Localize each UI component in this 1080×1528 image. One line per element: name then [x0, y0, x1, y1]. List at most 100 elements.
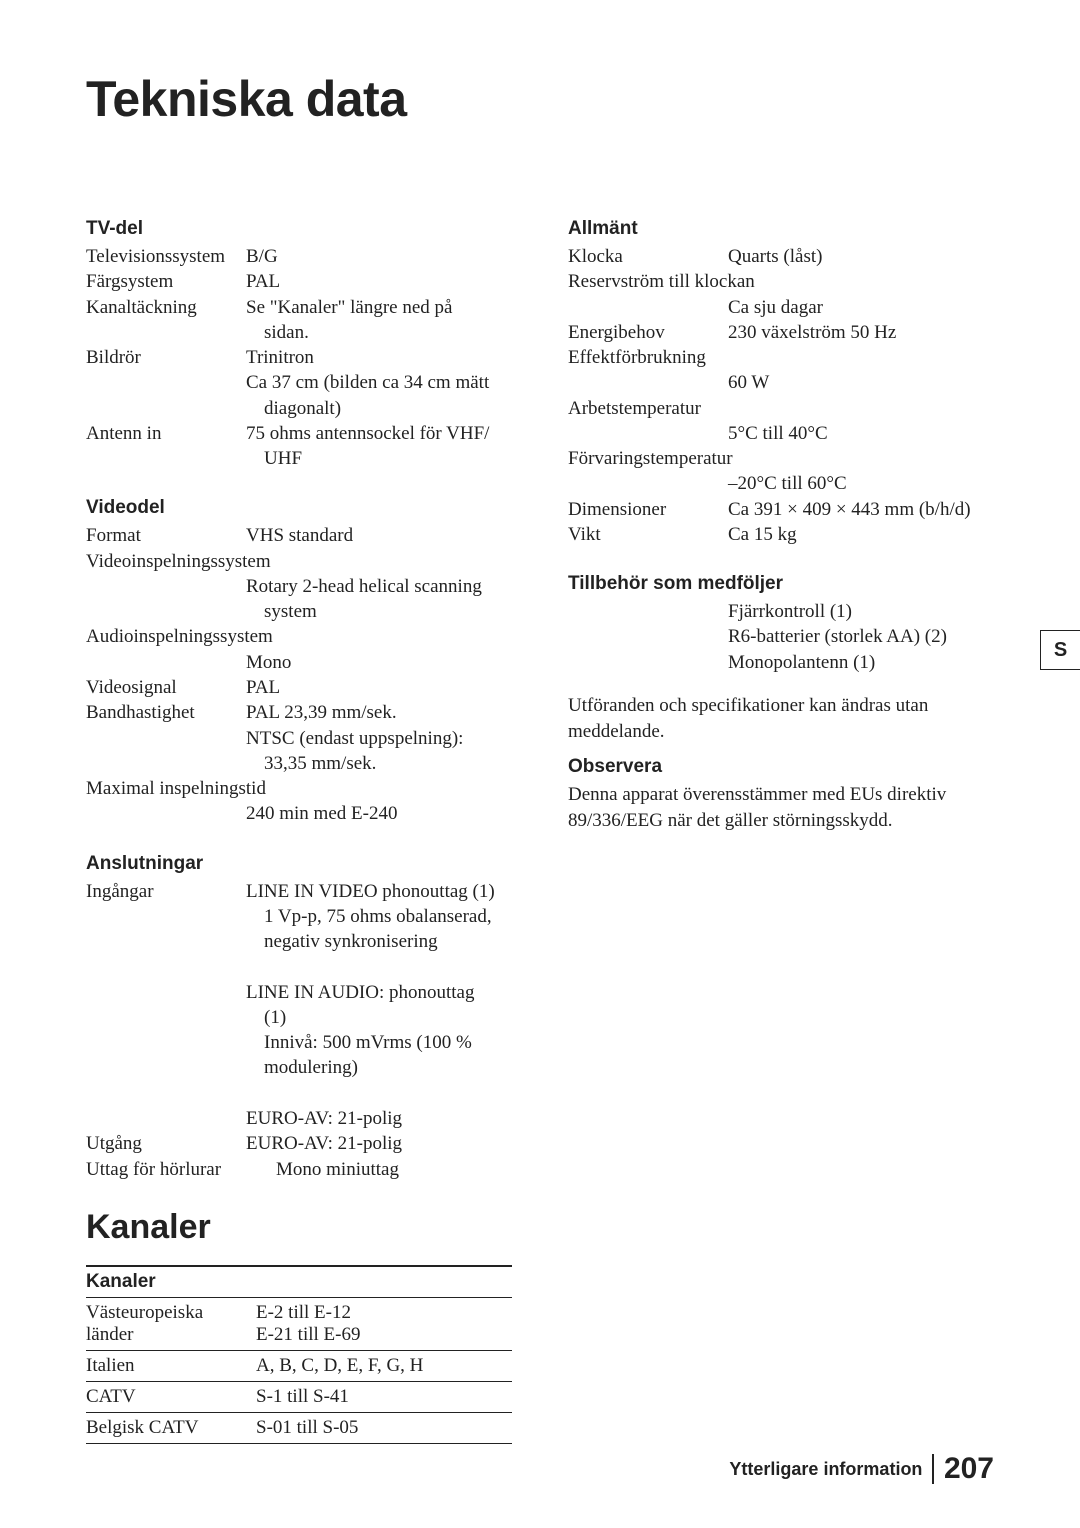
spec-label: Färgsystem [86, 269, 246, 294]
accessory-item: Monopolantenn (1) [728, 650, 994, 675]
general-spec-list: KlockaQuarts (låst)Reservström till kloc… [568, 244, 994, 547]
conn-spec-list: IngångarLINE IN VIDEO phonouttag (1)1 Vp… [86, 879, 512, 1182]
spec-row: TelevisionssystemB/G [86, 244, 512, 269]
channels-table-heading: Kanaler [86, 1266, 512, 1298]
page-title: Tekniska data [86, 70, 994, 128]
spec-value: B/G [246, 244, 512, 269]
accessory-item: Fjärrkontroll (1) [728, 599, 994, 624]
spec-value: 240 min med E-240 [86, 801, 512, 826]
channels-subtitle: Kanaler [86, 1208, 512, 1247]
spec-label: Ingångar [86, 879, 246, 1132]
spec-row: KlockaQuarts (låst) [568, 244, 994, 269]
spec-label: Utgång [86, 1131, 246, 1156]
video-heading: Videodel [86, 497, 512, 519]
spec-label: Antenn in [86, 421, 246, 472]
spec-label: Audioinspelningssystem [86, 624, 273, 649]
video-spec-list: FormatVHS standardVideoinspelningssystem… [86, 523, 512, 826]
spec-row: FormatVHS standard [86, 523, 512, 548]
general-heading: Allmänt [568, 218, 994, 240]
spec-label: Videoinspelningssystem [86, 549, 271, 574]
spec-value: PAL 23,39 mm/sek.NTSC (endast uppspelnin… [246, 700, 512, 776]
spec-row: Effektförbrukning [568, 345, 994, 370]
spec-value: Ca 391 × 409 × 443 mm (b/h/d) [728, 497, 994, 522]
spec-value: 75 ohms antennsockel för VHF/UHF [246, 421, 512, 472]
spec-value: Ca 15 kg [728, 522, 994, 547]
side-tab: S [1040, 630, 1080, 670]
channel-region: CATV [86, 1381, 256, 1412]
spec-label: Videosignal [86, 675, 246, 700]
spec-label: Televisionssystem [86, 244, 246, 269]
spec-row: ViktCa 15 kg [568, 522, 994, 547]
spec-value-cont: system [86, 599, 512, 624]
spec-row: IngångarLINE IN VIDEO phonouttag (1)1 Vp… [86, 879, 512, 1132]
disclaimer: Utföranden och specifikationer kan ändra… [568, 693, 994, 744]
columns: TV-del TelevisionssystemB/GFärgsystemPAL… [86, 218, 994, 1444]
spec-label: Kanaltäckning [86, 295, 246, 346]
spec-value: Mono miniuttag [276, 1157, 512, 1182]
channels-table: Kanaler VästeuropeiskaländerE-2 till E-1… [86, 1265, 512, 1444]
observe-text: Denna apparat överensstämmer med EUs dir… [568, 782, 994, 833]
spec-value: TrinitronCa 37 cm (bilden ca 34 cm mättd… [246, 345, 512, 421]
spec-row: Reservström till klockan [568, 269, 994, 294]
spec-row: Energibehov230 växelström 50 Hz [568, 320, 994, 345]
spec-value: PAL [246, 675, 512, 700]
footer: Ytterligare information 207 [729, 1452, 994, 1486]
spec-value: Se "Kanaler" längre ned påsidan. [246, 295, 512, 346]
channels-table-header: Kanaler [86, 1266, 512, 1298]
spec-label: Vikt [568, 522, 728, 547]
channel-region: Västeuropeiskaländer [86, 1297, 256, 1350]
channel-range: E-2 till E-12E-21 till E-69 [256, 1297, 512, 1350]
spec-label: Arbetstemperatur [568, 396, 701, 421]
spec-label: Energibehov [568, 320, 728, 345]
spec-value: 60 W [568, 370, 994, 395]
spec-value: 5°C till 40°C [568, 421, 994, 446]
left-column: TV-del TelevisionssystemB/GFärgsystemPAL… [86, 218, 512, 1444]
table-row: VästeuropeiskaländerE-2 till E-12E-21 ti… [86, 1297, 512, 1350]
channel-range: A, B, C, D, E, F, G, H [256, 1350, 512, 1381]
footer-divider [932, 1454, 934, 1484]
spec-row: Arbetstemperatur [568, 396, 994, 421]
spec-label: Uttag för hörlurar [86, 1157, 276, 1182]
page-number: 207 [944, 1452, 994, 1486]
spec-value: 230 växelström 50 Hz [728, 320, 994, 345]
spec-value: EURO-AV: 21-polig [246, 1131, 512, 1156]
channel-region: Italien [86, 1350, 256, 1381]
side-tab-label: S [1054, 639, 1067, 662]
footer-text: Ytterligare information [729, 1459, 922, 1480]
spec-label: Bildrör [86, 345, 246, 421]
spec-row: BildrörTrinitronCa 37 cm (bilden ca 34 c… [86, 345, 512, 421]
spec-row: Audioinspelningssystem [86, 624, 512, 649]
table-row: ItalienA, B, C, D, E, F, G, H [86, 1350, 512, 1381]
spec-label: Maximal inspelningstid [86, 776, 266, 801]
tv-spec-list: TelevisionssystemB/GFärgsystemPALKanaltä… [86, 244, 512, 471]
spec-row: BandhastighetPAL 23,39 mm/sek.NTSC (enda… [86, 700, 512, 776]
spec-label: Dimensioner [568, 497, 728, 522]
spec-value: VHS standard [246, 523, 512, 548]
spec-row: FärgsystemPAL [86, 269, 512, 294]
table-row: CATVS-1 till S-41 [86, 1381, 512, 1412]
accessories-list: Fjärrkontroll (1)R6-batterier (storlek A… [568, 599, 994, 675]
channel-range: S-01 till S-05 [256, 1412, 512, 1443]
accessories-heading: Tillbehör som medföljer [568, 573, 994, 595]
spec-label: Effektförbrukning [568, 345, 706, 370]
spec-label: Format [86, 523, 246, 548]
page: Tekniska data TV-del TelevisionssystemB/… [0, 0, 1080, 1444]
spec-row: VideosignalPAL [86, 675, 512, 700]
spec-label: Bandhastighet [86, 700, 246, 776]
accessory-item: R6-batterier (storlek AA) (2) [728, 624, 994, 649]
spec-label: Klocka [568, 244, 728, 269]
observe-heading: Observera [568, 756, 994, 778]
spec-value: Ca sju dagar [568, 295, 994, 320]
conn-heading: Anslutningar [86, 853, 512, 875]
right-column: Allmänt KlockaQuarts (låst)Reservström t… [568, 218, 994, 1444]
spec-value: Quarts (låst) [728, 244, 994, 269]
spec-row: KanaltäckningSe "Kanaler" längre ned pås… [86, 295, 512, 346]
spec-row: Maximal inspelningstid [86, 776, 512, 801]
channel-range: S-1 till S-41 [256, 1381, 512, 1412]
table-row: Belgisk CATVS-01 till S-05 [86, 1412, 512, 1443]
spec-value: Rotary 2-head helical scanning [86, 574, 512, 599]
spec-value: PAL [246, 269, 512, 294]
spec-row: Antenn in75 ohms antennsockel för VHF/UH… [86, 421, 512, 472]
channel-region: Belgisk CATV [86, 1412, 256, 1443]
spec-value: LINE IN VIDEO phonouttag (1)1 Vp-p, 75 o… [246, 879, 512, 1132]
